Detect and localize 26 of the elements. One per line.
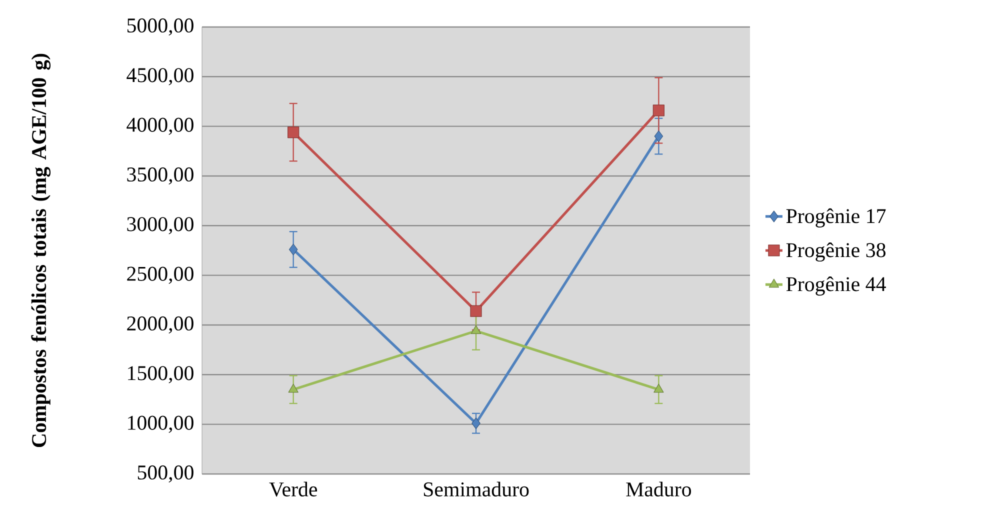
y-tick-label: 5000,00 <box>127 18 194 36</box>
y-tick-label: 1000,00 <box>128 416 194 433</box>
x-tick-label: Verde <box>269 482 318 497</box>
y-tick-label: 3000,00 <box>127 217 194 234</box>
y-tick-label: 4500,00 <box>126 68 194 86</box>
legend-label: Progênie 17 <box>786 208 886 228</box>
x-tick-label: Maduro <box>626 482 691 496</box>
y-tick-label: 4000,00 <box>126 118 194 135</box>
point <box>654 384 664 393</box>
x-tick-label: Semimaduro <box>424 482 529 496</box>
point <box>288 126 300 138</box>
y-tick-label: 3500,00 <box>127 167 194 185</box>
point <box>288 244 298 256</box>
legend-label: Progênie 38 <box>786 242 886 262</box>
y-tick-label: 2000,00 <box>127 316 194 334</box>
point <box>652 104 664 116</box>
y-axis-title: Compostos fenólicos totais (mg AGE/100 g) <box>31 54 51 448</box>
point <box>654 130 664 142</box>
y-tick-label: 1500,00 <box>128 366 194 384</box>
point <box>472 418 480 430</box>
y-tick-label: 500,00 <box>138 465 194 483</box>
point <box>288 384 298 393</box>
y-tick-label: 2500,00 <box>127 266 194 284</box>
legend-label: Progênie 44 <box>786 276 886 296</box>
point <box>470 325 482 334</box>
point <box>470 305 482 317</box>
